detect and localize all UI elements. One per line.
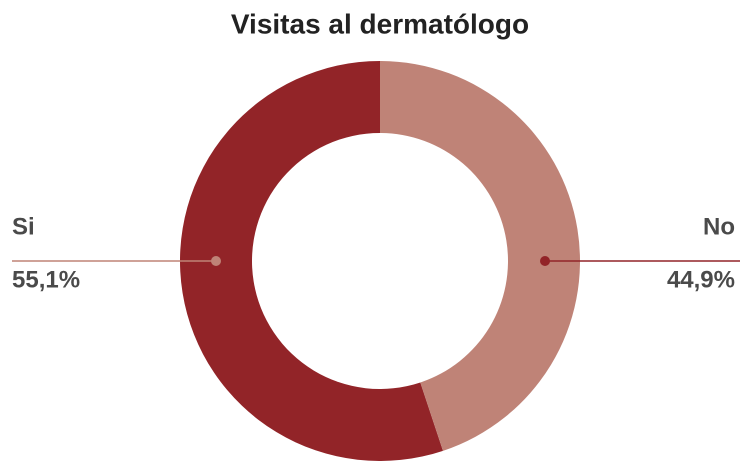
value-label: 44,9% bbox=[667, 266, 735, 293]
leader-dot bbox=[540, 256, 550, 266]
chart-title: Visitas al dermatólogo bbox=[231, 8, 529, 39]
legend-label: Si bbox=[12, 213, 35, 240]
donut-slice bbox=[180, 61, 443, 461]
legend-label: No bbox=[703, 213, 735, 240]
leader-dot bbox=[211, 256, 221, 266]
donut-slice bbox=[380, 61, 580, 451]
value-label: 55,1% bbox=[12, 266, 80, 293]
